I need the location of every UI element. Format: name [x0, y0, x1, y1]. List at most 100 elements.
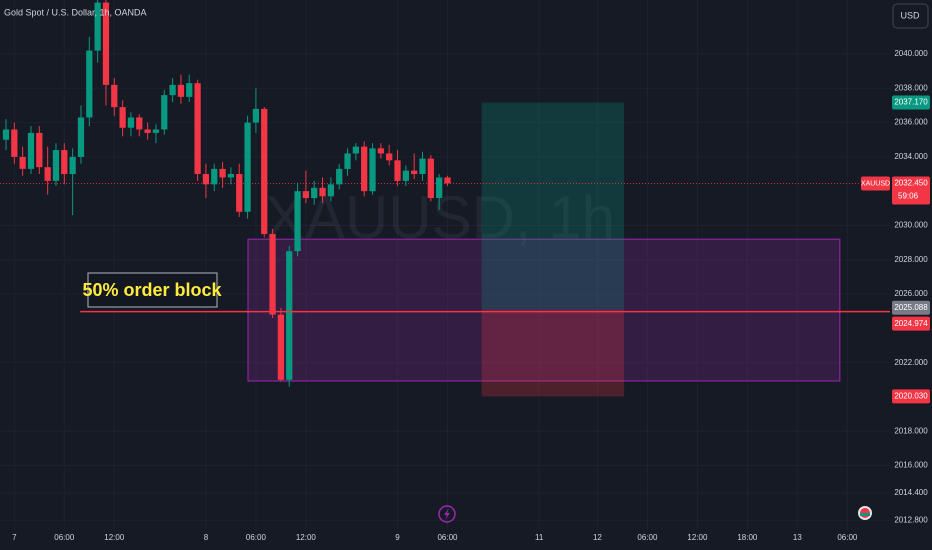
candle-body: [402, 170, 409, 181]
annotation: 50% order block: [82, 280, 222, 300]
stop-zone: [481, 309, 625, 397]
symbol-tag: XAUUSD: [861, 180, 890, 187]
price-label: 2025.088: [894, 303, 928, 312]
x-tick-label: 12:00: [296, 533, 317, 542]
candle-body: [377, 148, 384, 154]
price-label: 2037.170: [894, 98, 928, 107]
price-label-box: [892, 300, 930, 315]
candle-body: [177, 84, 185, 97]
candle-body: [261, 108, 268, 235]
price-label: 2020.030: [894, 392, 928, 401]
symbol-tag-box: [861, 176, 890, 191]
x-tick-label: 9: [395, 533, 400, 542]
candle-body: [144, 129, 151, 133]
candle-body: [394, 160, 401, 181]
x-tick-label: 06:00: [54, 533, 75, 542]
x-tick-label: 12: [593, 533, 602, 542]
candle-body: [411, 170, 418, 175]
candle-body: [169, 84, 176, 96]
candle-body: [136, 117, 143, 130]
y-tick-label: 2016.000: [894, 461, 928, 470]
candle-body: [419, 158, 426, 175]
candle-body: [302, 191, 310, 199]
grid: [0, 0, 890, 530]
candle-body: [69, 156, 76, 175]
currency-label[interactable]: USD: [900, 10, 920, 20]
candle-body: [294, 191, 301, 252]
candle-body: [427, 158, 434, 199]
candle-body: [102, 2, 110, 85]
candle-body: [211, 168, 218, 185]
candle-body: [369, 148, 376, 192]
price-label-box: [892, 389, 930, 404]
x-tick-label: 7: [12, 533, 17, 542]
y-tick-label: 2028.000: [894, 255, 928, 264]
x-tick-label: 06:00: [246, 533, 267, 542]
order-block: [247, 238, 841, 382]
target-zone: [481, 102, 625, 310]
candle-body: [186, 83, 193, 97]
x-tick-label: 8: [204, 533, 209, 542]
candle-body: [36, 132, 43, 168]
candle-body: [44, 167, 51, 181]
price-label-box: [892, 316, 930, 331]
candle-body: [244, 122, 251, 212]
annotation-box: [87, 272, 218, 308]
y-tick-label: 2036.000: [894, 118, 928, 127]
candle-body: [202, 174, 210, 185]
y-tick-label: 2018.000: [894, 426, 928, 435]
y-tick-label: 2012.800: [894, 516, 928, 525]
lightning-icon[interactable]: [438, 505, 456, 523]
candle-body: [11, 129, 18, 157]
countdown: 59:06: [898, 192, 919, 201]
candle-body: [319, 187, 326, 197]
candles: [2, 0, 451, 387]
candle-body: [336, 168, 343, 185]
candle-body: [311, 187, 318, 199]
candle-body: [94, 2, 101, 51]
candle-body: [219, 168, 226, 178]
x-tick-label: 12:00: [104, 533, 125, 542]
y-tick-label: 2040.000: [894, 49, 928, 58]
x-tick-label: 06:00: [637, 533, 658, 542]
y-tick-label: 2030.000: [894, 221, 928, 230]
chart-title: Gold Spot / U.S. Dollar, 1h, OANDA: [4, 7, 147, 17]
candle-body: [386, 153, 393, 161]
candle-body: [436, 177, 443, 199]
price-label-box: [892, 176, 930, 205]
candle-body: [286, 251, 293, 380]
candle-body: [52, 150, 60, 181]
y-tick-label: 2038.000: [894, 83, 928, 92]
x-tick-label: 13: [793, 533, 802, 542]
candle-body: [152, 129, 160, 133]
candle-body: [119, 107, 126, 128]
currency-button[interactable]: [892, 3, 929, 29]
y-tick-label: 2022.000: [894, 358, 928, 367]
candle-body: [111, 84, 118, 108]
overlays: [0, 102, 890, 397]
candle-body: [2, 129, 10, 140]
candle-body: [77, 117, 85, 157]
x-tick-label: 18:00: [737, 533, 758, 542]
y-tick-label: 2034.000: [894, 152, 928, 161]
candle-body: [444, 177, 451, 184]
flag-icon[interactable]: [858, 506, 872, 520]
candle-body: [344, 153, 351, 169]
candle-body: [86, 50, 93, 118]
price-label: 2024.974: [894, 319, 928, 328]
price-label-box: [892, 95, 930, 110]
candle-body: [352, 146, 359, 154]
candle-body: [194, 83, 201, 175]
candle-body: [277, 314, 285, 380]
x-tick-label: 12:00: [687, 533, 708, 542]
x-tick-label: 06:00: [437, 533, 458, 542]
candle-body: [27, 132, 35, 169]
axes: 2040.000 2038.000 2036.000 2034.000 2030.000…: [12, 49, 928, 542]
candle-body: [252, 108, 260, 123]
candle-body: [61, 150, 68, 175]
candle-body: [327, 184, 334, 197]
candle-body: [161, 95, 168, 130]
candle-body: [236, 174, 243, 212]
candle-body: [227, 174, 235, 178]
